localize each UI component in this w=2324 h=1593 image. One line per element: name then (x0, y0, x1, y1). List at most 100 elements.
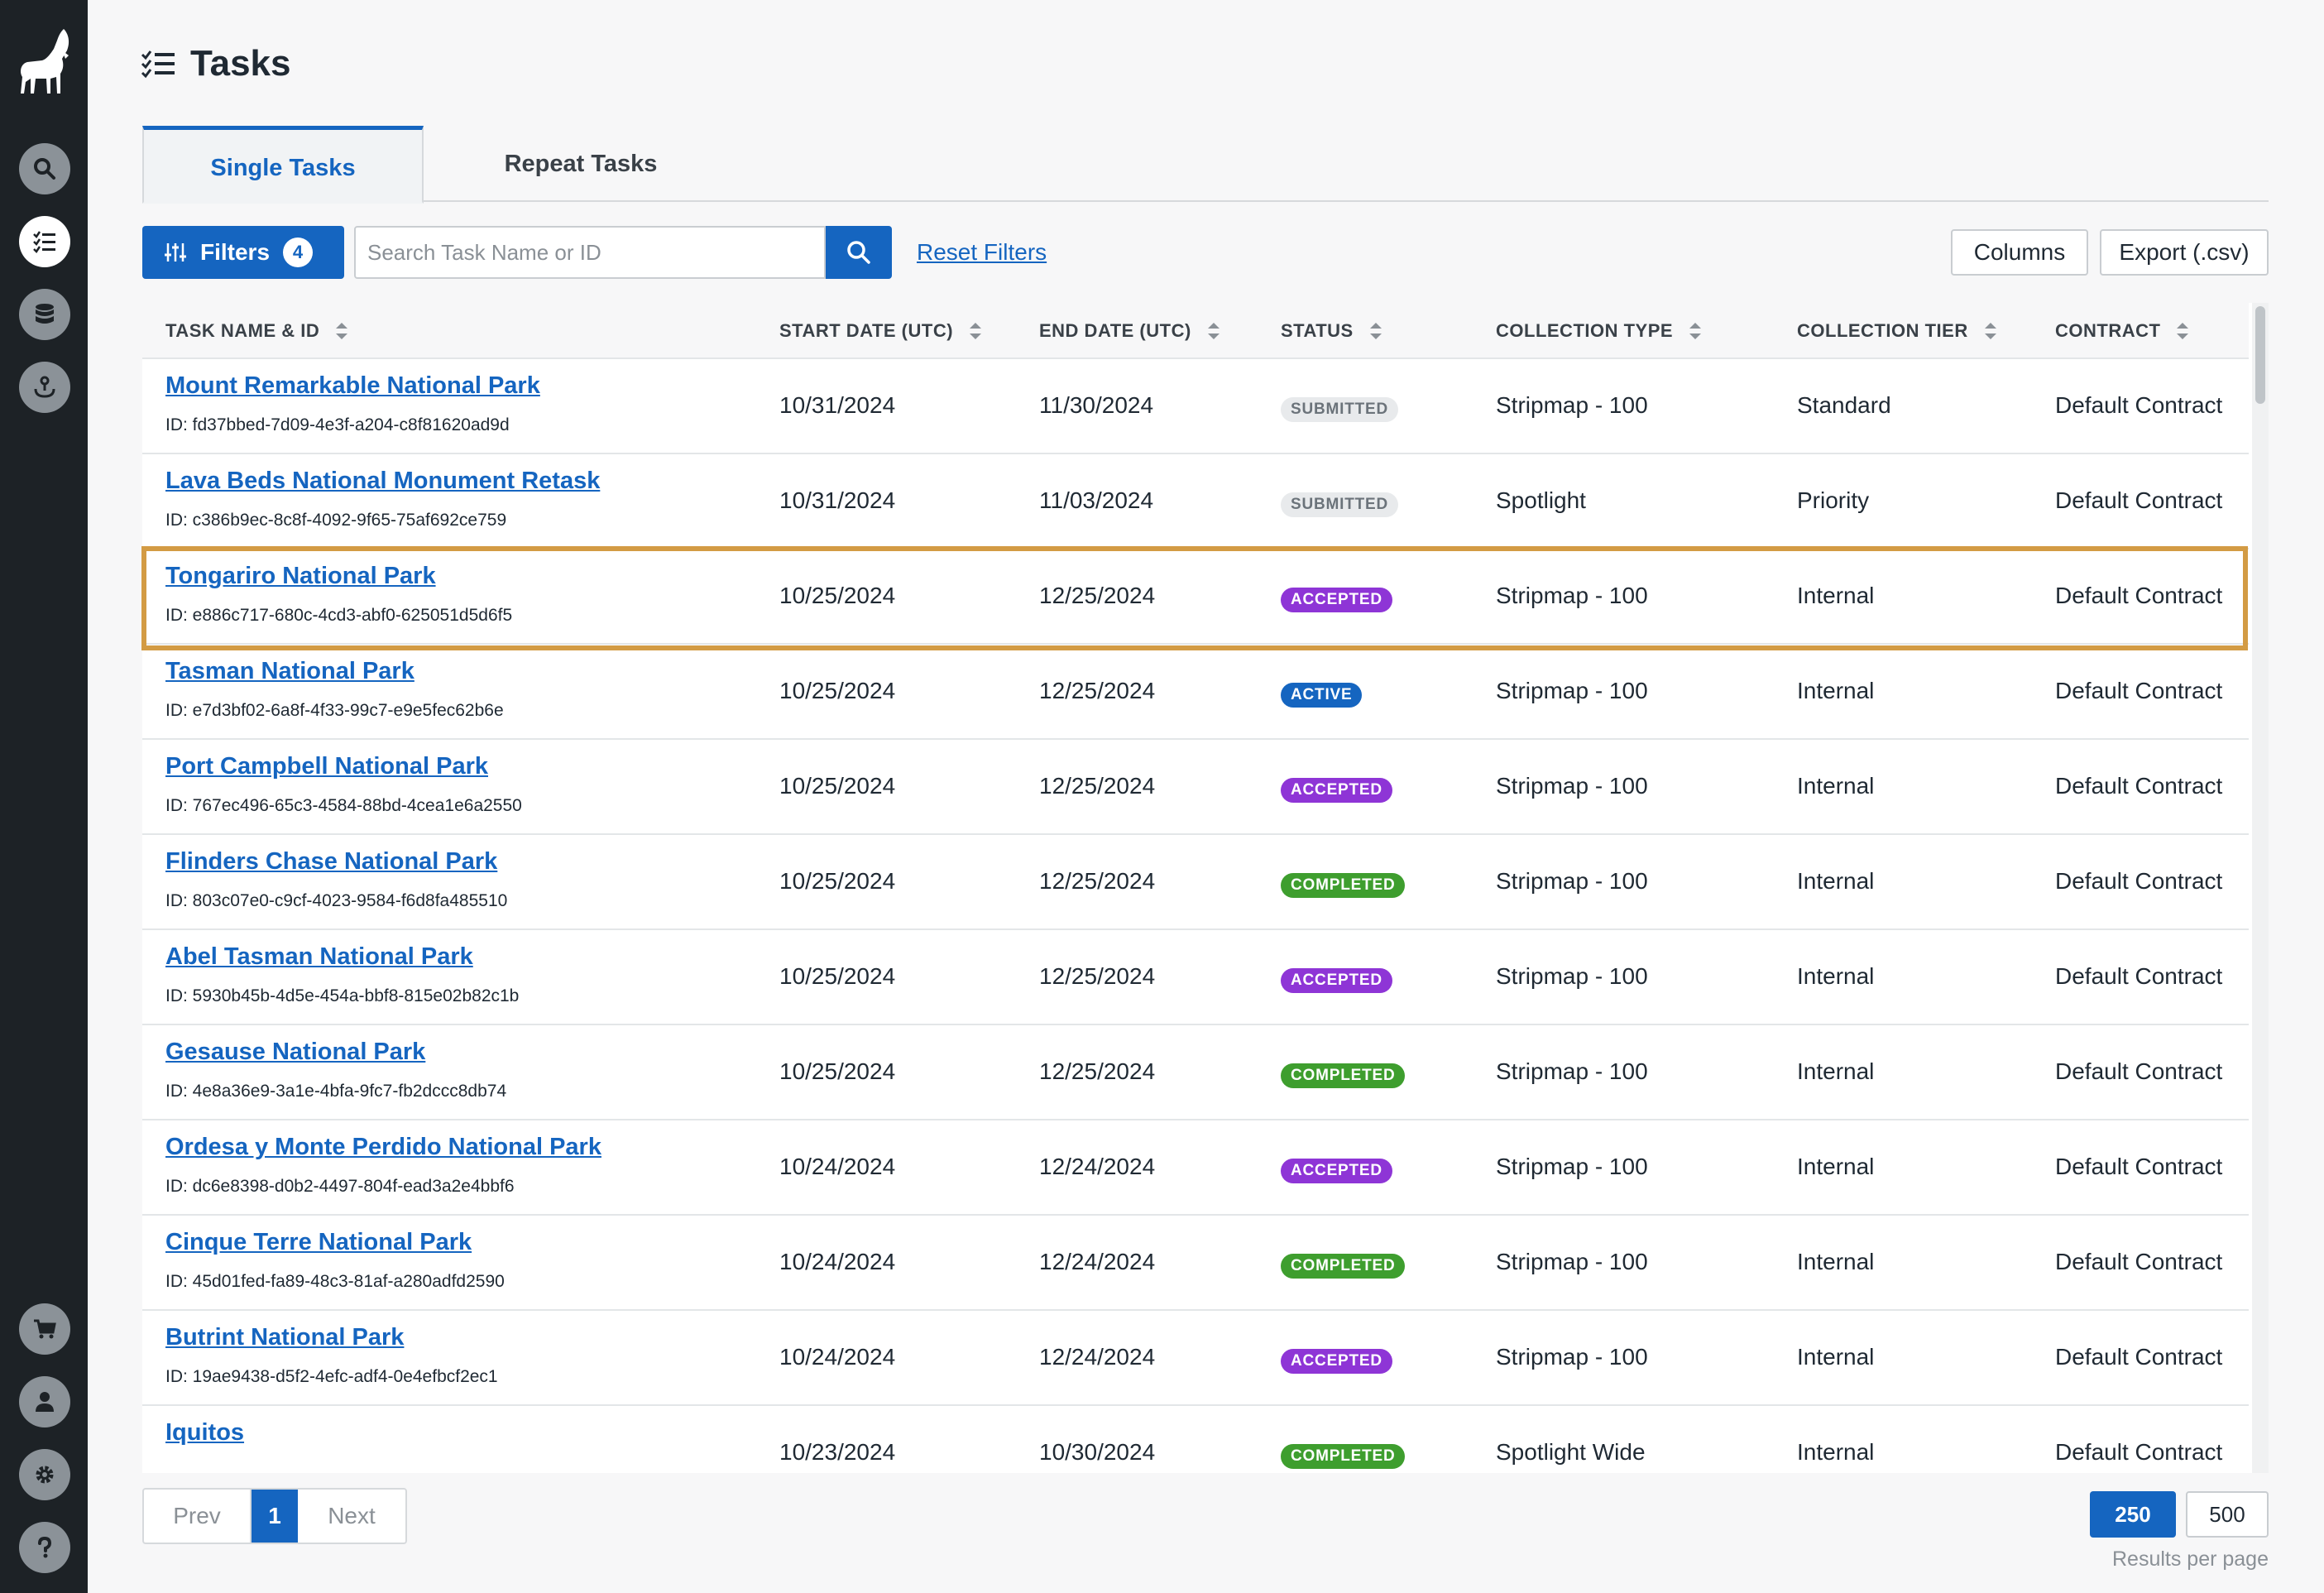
tab-repeat-tasks[interactable]: Repeat Tasks (504, 150, 658, 177)
end-date: 11/03/2024 (1039, 487, 1154, 513)
ibex-logo-icon[interactable] (14, 22, 77, 102)
task-name-link[interactable]: Butrint National Park (165, 1324, 405, 1351)
column-header-task-name[interactable]: TASK NAME & ID (165, 303, 348, 359)
task-name-link[interactable]: Flinders Chase National Park (165, 848, 498, 875)
scroll-thumb[interactable] (2255, 306, 2265, 404)
table-row[interactable]: Port Campbell National Park ID: 767ec496-… (142, 740, 2249, 835)
table-header: TASK NAME & ID START DATE (UTC) END DATE… (142, 303, 2249, 359)
end-date: 11/30/2024 (1039, 392, 1154, 418)
task-name-link[interactable]: Abel Tasman National Park (165, 943, 473, 970)
page-title: Tasks (190, 43, 291, 84)
column-header-label: START DATE (UTC) (779, 320, 954, 341)
sliders-icon (165, 243, 186, 262)
task-name-link[interactable]: Tasman National Park (165, 658, 414, 684)
task-name-link[interactable]: Port Campbell National Park (165, 753, 488, 780)
end-date: 12/25/2024 (1039, 868, 1156, 894)
pagination: Prev 1 Next (142, 1488, 407, 1544)
task-name-link[interactable]: Mount Remarkable National Park (165, 372, 540, 399)
collection-type: Stripmap - 100 (1496, 583, 1648, 608)
per-page-500-button[interactable]: 500 (2186, 1491, 2269, 1538)
collection-type: Spotlight (1496, 487, 1586, 513)
table-row[interactable]: Tasman National Park ID: e7d3bf02-6a8f-4f… (142, 645, 2249, 740)
nav-database[interactable] (19, 289, 70, 340)
start-date: 10/24/2024 (779, 1249, 896, 1274)
tasks-icon (33, 231, 55, 253)
status-badge: ACCEPTED (1281, 778, 1392, 803)
task-name-link[interactable]: Iquitos (165, 1419, 245, 1446)
contract: Default Contract (2055, 868, 2223, 894)
collection-tier: Internal (1797, 1344, 1875, 1370)
contract: Default Contract (2055, 1439, 2223, 1465)
task-id: ID: c386b9ec-8c8f-4092-9f65-75af692ce759 (165, 511, 507, 530)
collection-type: Stripmap - 100 (1496, 963, 1648, 989)
column-header-collection-type[interactable]: COLLECTION TYPE (1496, 303, 1702, 359)
reset-filters-link[interactable]: Reset Filters (917, 239, 1047, 265)
sort-icon (970, 323, 982, 339)
columns-button[interactable]: Columns (1951, 229, 2088, 276)
table-row[interactable]: Butrint National Park ID: 19ae9438-d5f2-4… (142, 1311, 2249, 1406)
status-badge: COMPLETED (1281, 1444, 1406, 1469)
table-row[interactable]: Mount Remarkable National Park ID: fd37bb… (142, 359, 2249, 454)
end-date: 12/25/2024 (1039, 678, 1156, 703)
column-header-status[interactable]: STATUS (1281, 303, 1382, 359)
prev-page-button[interactable]: Prev (144, 1490, 252, 1543)
status-badge: ACCEPTED (1281, 1349, 1392, 1374)
collection-type: Stripmap - 100 (1496, 1058, 1648, 1084)
table-scrollbar[interactable] (2252, 303, 2269, 1473)
status-badge: ACCEPTED (1281, 588, 1392, 612)
search-input[interactable] (367, 239, 824, 266)
filters-button[interactable]: Filters 4 (142, 226, 344, 279)
search-icon (34, 158, 55, 180)
task-name-link[interactable]: Gesause National Park (165, 1039, 426, 1065)
table-row[interactable]: Lava Beds National Monument Retask ID: c3… (142, 454, 2249, 549)
filters-count-badge: 4 (283, 238, 314, 267)
task-name-link[interactable]: Cinque Terre National Park (165, 1229, 472, 1255)
collection-tier: Internal (1797, 963, 1875, 989)
export-csv-button[interactable]: Export (.csv) (2100, 229, 2269, 276)
column-header-end-date[interactable]: END DATE (UTC) (1039, 303, 1220, 359)
status-badge: COMPLETED (1281, 1063, 1406, 1088)
nav-tasks[interactable] (19, 216, 70, 267)
table-row[interactable]: Tongariro National Park ID: e886c717-680c… (142, 549, 2249, 645)
table-row[interactable]: Gesause National Park ID: 4e8a36e9-3a1e-4… (142, 1025, 2249, 1120)
column-header-collection-tier[interactable]: COLLECTION TIER (1797, 303, 1996, 359)
table-row[interactable]: Abel Tasman National Park ID: 5930b45b-4d… (142, 930, 2249, 1025)
end-date: 12/25/2024 (1039, 583, 1156, 608)
contract: Default Contract (2055, 487, 2223, 513)
collection-type: Stripmap - 100 (1496, 1154, 1648, 1179)
end-date: 12/25/2024 (1039, 773, 1156, 799)
nav-search[interactable] (19, 143, 70, 194)
task-id: ID: fd37bbed-7d09-4e3f-a204-c8f81620ad9d (165, 415, 510, 434)
next-page-button[interactable]: Next (328, 1503, 376, 1528)
task-name-link[interactable]: Ordesa y Monte Perdido National Park (165, 1134, 601, 1160)
status-badge: ACCEPTED (1281, 968, 1392, 993)
nav-cart[interactable] (19, 1303, 70, 1355)
tasks-table: TASK NAME & ID START DATE (UTC) END DATE… (142, 303, 2257, 1473)
nav-user[interactable] (19, 1376, 70, 1427)
table-row[interactable]: Flinders Chase National Park ID: 803c07e0… (142, 835, 2249, 930)
sort-icon (1689, 323, 1702, 339)
table-row[interactable]: Cinque Terre National Park ID: 45d01fed-f… (142, 1216, 2249, 1311)
cart-icon (34, 1319, 56, 1339)
start-date: 10/25/2024 (779, 678, 896, 703)
collection-type: Stripmap - 100 (1496, 868, 1648, 894)
collection-tier: Priority (1797, 487, 1870, 513)
column-header-contract[interactable]: CONTRACT (2055, 303, 2189, 359)
column-header-start-date[interactable]: START DATE (UTC) (779, 303, 982, 359)
collection-type: Stripmap - 100 (1496, 678, 1648, 703)
tab-single-tasks[interactable]: Single Tasks (142, 126, 424, 204)
status-badge: COMPLETED (1281, 873, 1406, 898)
table-row[interactable]: Ordesa y Monte Perdido National Park ID: … (142, 1120, 2249, 1216)
nav-settings[interactable] (19, 1449, 70, 1500)
table-row[interactable]: Iquitos 10/23/2024 10/30/2024 COMPLETED Spot… (142, 1406, 2249, 1473)
start-date: 10/25/2024 (779, 868, 896, 894)
start-date: 10/31/2024 (779, 392, 896, 418)
page-number-button[interactable]: 1 (252, 1490, 298, 1543)
task-name-link[interactable]: Tongariro National Park (165, 563, 436, 589)
per-page-250-button[interactable]: 250 (2090, 1491, 2176, 1538)
nav-satellite[interactable] (19, 362, 70, 413)
search-button[interactable] (826, 226, 892, 279)
contract: Default Contract (2055, 963, 2223, 989)
task-name-link[interactable]: Lava Beds National Monument Retask (165, 468, 601, 494)
nav-help[interactable] (19, 1522, 70, 1573)
